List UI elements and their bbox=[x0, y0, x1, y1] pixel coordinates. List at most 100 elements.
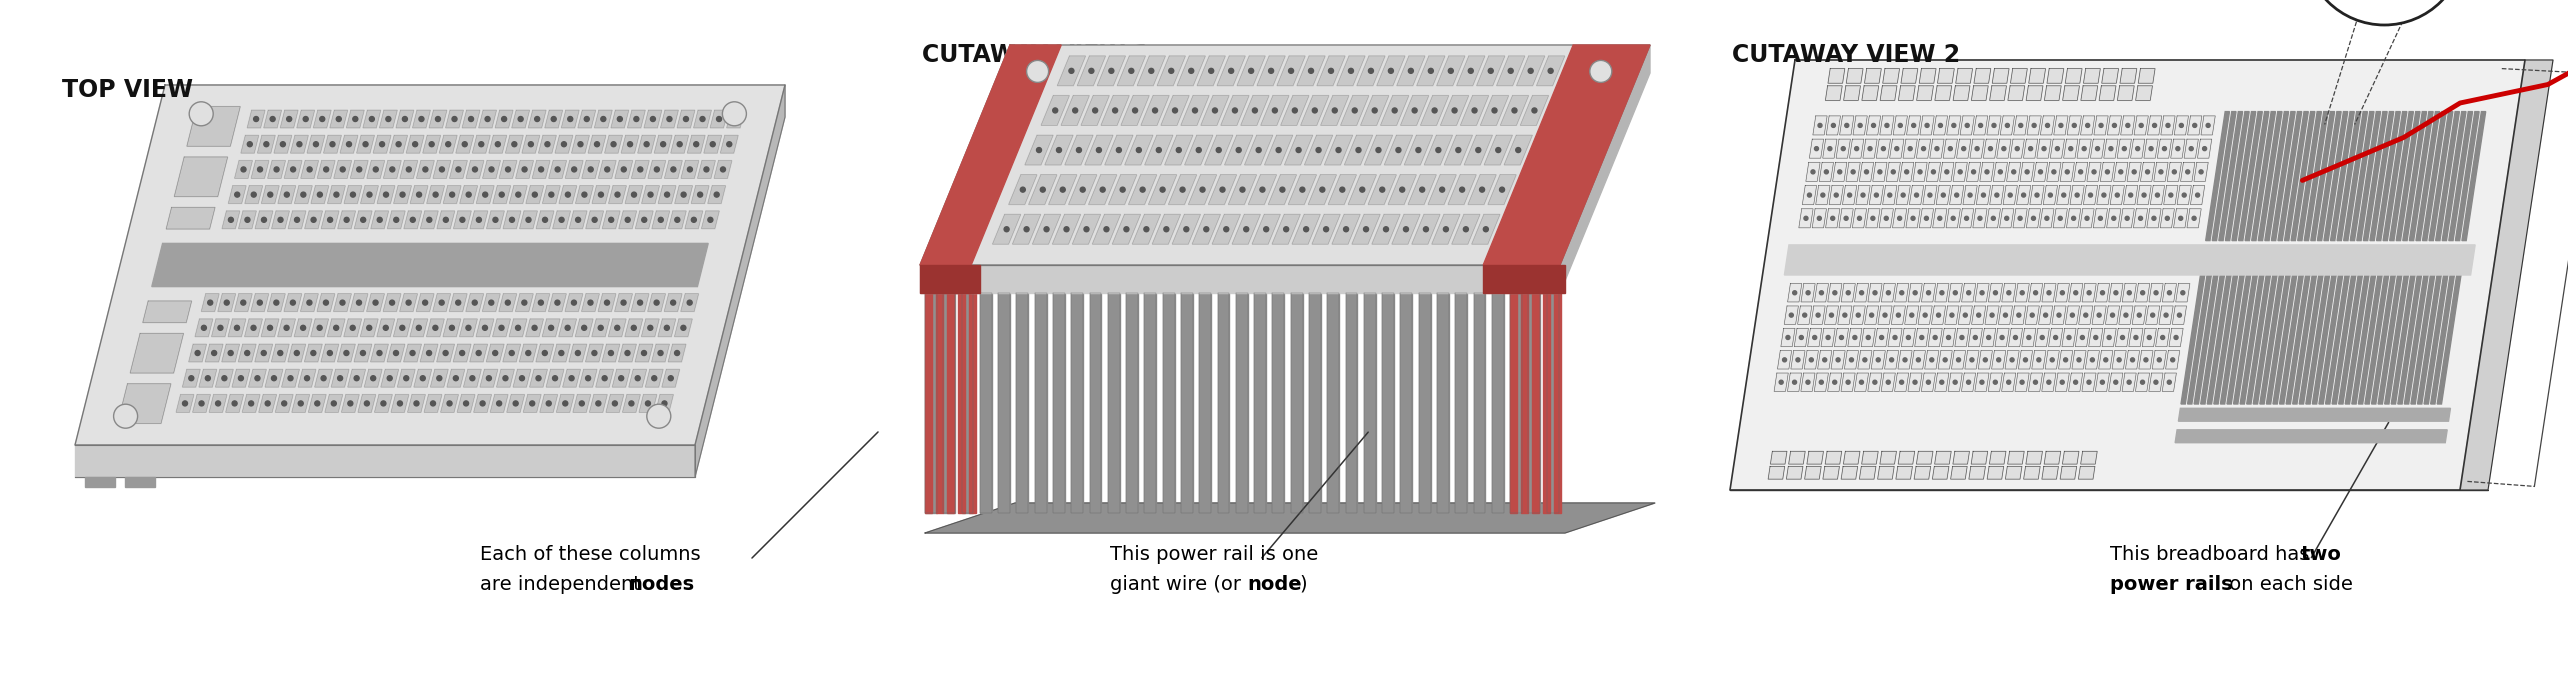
Circle shape bbox=[1412, 108, 1418, 113]
Polygon shape bbox=[2260, 275, 2283, 404]
Circle shape bbox=[2039, 336, 2044, 340]
Circle shape bbox=[1970, 358, 1975, 362]
Circle shape bbox=[1279, 187, 1284, 192]
Polygon shape bbox=[2018, 351, 2031, 369]
Polygon shape bbox=[1952, 351, 1965, 369]
Polygon shape bbox=[2062, 452, 2080, 464]
Polygon shape bbox=[1828, 69, 1844, 83]
Polygon shape bbox=[144, 301, 193, 323]
Polygon shape bbox=[2160, 209, 2175, 228]
Circle shape bbox=[550, 325, 555, 331]
Polygon shape bbox=[1412, 215, 1441, 244]
Polygon shape bbox=[2070, 185, 2085, 205]
Circle shape bbox=[2193, 216, 2196, 220]
Polygon shape bbox=[2286, 275, 2309, 404]
Polygon shape bbox=[1484, 45, 1651, 265]
Polygon shape bbox=[2316, 112, 2342, 240]
Polygon shape bbox=[1972, 209, 1988, 228]
Polygon shape bbox=[1844, 86, 1859, 101]
Polygon shape bbox=[1885, 162, 1900, 181]
Polygon shape bbox=[2416, 275, 2442, 404]
Circle shape bbox=[257, 167, 262, 172]
Polygon shape bbox=[1769, 452, 1787, 464]
Polygon shape bbox=[601, 344, 619, 362]
Polygon shape bbox=[1484, 135, 1513, 165]
Polygon shape bbox=[1780, 329, 1795, 347]
Circle shape bbox=[1513, 108, 1518, 113]
Circle shape bbox=[1068, 69, 1073, 73]
Polygon shape bbox=[1872, 162, 1887, 181]
Polygon shape bbox=[1210, 175, 1238, 205]
Circle shape bbox=[2067, 336, 2070, 340]
Polygon shape bbox=[277, 186, 295, 203]
Circle shape bbox=[277, 350, 282, 356]
Polygon shape bbox=[2416, 112, 2440, 240]
Circle shape bbox=[1073, 108, 1079, 113]
Circle shape bbox=[1954, 291, 1957, 295]
Polygon shape bbox=[924, 293, 937, 513]
Circle shape bbox=[1256, 147, 1261, 152]
Polygon shape bbox=[1846, 162, 1859, 181]
Circle shape bbox=[555, 167, 560, 172]
Polygon shape bbox=[1962, 284, 1975, 302]
Circle shape bbox=[1926, 124, 1929, 127]
Text: giant wire (or: giant wire (or bbox=[1109, 575, 1248, 594]
Polygon shape bbox=[557, 395, 575, 412]
Circle shape bbox=[516, 325, 521, 331]
Polygon shape bbox=[2165, 351, 2180, 369]
Circle shape bbox=[1340, 187, 1346, 192]
Circle shape bbox=[452, 117, 457, 122]
Polygon shape bbox=[2031, 351, 2047, 369]
Polygon shape bbox=[326, 395, 342, 412]
Polygon shape bbox=[2221, 275, 2244, 404]
Circle shape bbox=[1328, 69, 1333, 73]
Polygon shape bbox=[262, 186, 280, 203]
Polygon shape bbox=[1168, 175, 1197, 205]
Circle shape bbox=[701, 117, 706, 122]
Polygon shape bbox=[1821, 329, 1836, 347]
Circle shape bbox=[2121, 147, 2126, 151]
Polygon shape bbox=[670, 136, 688, 153]
Polygon shape bbox=[2424, 275, 2447, 404]
Circle shape bbox=[670, 167, 675, 172]
Polygon shape bbox=[2024, 139, 2039, 158]
Polygon shape bbox=[2008, 86, 2024, 101]
Circle shape bbox=[1289, 69, 1294, 73]
Circle shape bbox=[437, 376, 442, 381]
Circle shape bbox=[2047, 124, 2049, 127]
Circle shape bbox=[1931, 170, 1936, 174]
Polygon shape bbox=[657, 319, 675, 337]
Circle shape bbox=[2165, 313, 2167, 317]
Polygon shape bbox=[1163, 293, 1174, 513]
Circle shape bbox=[1957, 358, 1959, 362]
Polygon shape bbox=[321, 211, 339, 229]
Circle shape bbox=[2170, 193, 2173, 197]
Circle shape bbox=[241, 300, 247, 305]
Circle shape bbox=[1492, 108, 1497, 113]
Polygon shape bbox=[2070, 284, 2083, 302]
Polygon shape bbox=[1826, 86, 1841, 101]
Polygon shape bbox=[1418, 56, 1446, 86]
Circle shape bbox=[560, 350, 565, 356]
Polygon shape bbox=[1870, 185, 1882, 205]
Polygon shape bbox=[1805, 466, 1821, 479]
Polygon shape bbox=[1261, 96, 1289, 125]
Circle shape bbox=[1895, 147, 1898, 151]
Polygon shape bbox=[2060, 466, 2078, 479]
Circle shape bbox=[514, 401, 519, 406]
Polygon shape bbox=[1875, 329, 1887, 347]
Polygon shape bbox=[426, 186, 444, 203]
Polygon shape bbox=[1269, 175, 1297, 205]
Polygon shape bbox=[1084, 135, 1112, 165]
Polygon shape bbox=[2167, 162, 2180, 181]
Polygon shape bbox=[1864, 69, 1882, 83]
Polygon shape bbox=[1852, 209, 1867, 228]
Polygon shape bbox=[2147, 306, 2160, 324]
Polygon shape bbox=[300, 294, 318, 312]
Circle shape bbox=[1299, 187, 1305, 192]
Circle shape bbox=[722, 167, 727, 172]
Polygon shape bbox=[1787, 284, 1803, 302]
Circle shape bbox=[1433, 108, 1438, 113]
Circle shape bbox=[265, 401, 270, 406]
Polygon shape bbox=[421, 344, 439, 362]
